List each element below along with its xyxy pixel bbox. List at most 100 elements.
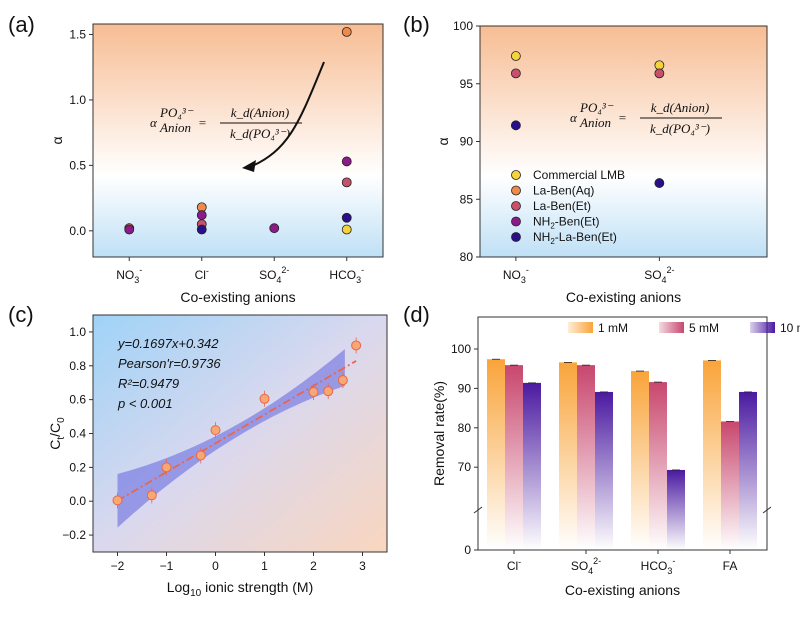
x-tick-label-b-sub: 3 bbox=[521, 275, 526, 285]
y-axis-label-a: α bbox=[49, 136, 65, 144]
bar-1-mM bbox=[487, 359, 505, 550]
y-tick-label-c: 0.4 bbox=[69, 427, 86, 441]
x-tick-label-d-base: HCO bbox=[641, 559, 668, 573]
y-tick-label-c: 0.0 bbox=[69, 494, 86, 508]
data-point-c bbox=[112, 495, 123, 506]
data-point-c bbox=[308, 387, 319, 398]
point-a-NH2-Ben(Et) bbox=[341, 156, 352, 167]
fit-stat-c: y=0.1697x+0.342 bbox=[117, 336, 219, 351]
legend-text: NH bbox=[533, 215, 550, 229]
point-a-NH2-Ben(Et) bbox=[124, 224, 135, 235]
panel-label-c: (c) bbox=[8, 302, 34, 327]
data-point-c bbox=[146, 490, 157, 501]
equation-b-sub: Anion bbox=[579, 115, 611, 130]
x-tick-label-d-sub: 3 bbox=[667, 566, 672, 576]
legend-text: -Ben(Et) bbox=[555, 215, 600, 229]
x-axis-label-c: Log10 ionic strength (M) bbox=[167, 579, 314, 599]
point-b-La-Ben(Et) bbox=[510, 68, 521, 79]
x-axis-label-d: Co-existing anions bbox=[565, 582, 680, 598]
point-a-La-Ben(Et) bbox=[341, 177, 352, 188]
x-axis-label-a: Co-existing anions bbox=[180, 289, 295, 305]
x-tick-label-d-base: FA bbox=[723, 559, 738, 573]
legend-marker-b bbox=[511, 201, 521, 211]
equation-a-denominator: k_d(PO₄³⁻) bbox=[230, 126, 290, 141]
x-tick-label-a-base: Cl bbox=[195, 268, 206, 282]
y-tick-label-b: 100 bbox=[453, 19, 473, 33]
point-b-NH2-La-Ben(Et) bbox=[654, 178, 665, 188]
x-tick-label-d-sup: 2- bbox=[593, 556, 601, 566]
x-tick-label-b: NO3- bbox=[503, 265, 529, 285]
x-tick-label-b-sub: 4 bbox=[662, 275, 667, 285]
equation-a-equals: = bbox=[198, 115, 207, 130]
x-tick-label-c: −1 bbox=[160, 559, 174, 573]
y-tick-label-b: 90 bbox=[460, 135, 474, 149]
x-tick-label-a-sup: 2- bbox=[281, 265, 289, 275]
x-tick-label-a-sub: 3 bbox=[356, 275, 361, 285]
x-tick-label-b: SO42- bbox=[644, 265, 674, 285]
fit-stat-c: Pearson'r=0.9736 bbox=[118, 356, 221, 371]
x-tick-label-a-sup: - bbox=[139, 265, 142, 275]
point-a-NH2-Ben(Et) bbox=[269, 223, 280, 234]
y-tick-label-a: 0.0 bbox=[69, 224, 86, 238]
panel-label-d: (d) bbox=[403, 302, 430, 327]
x-tick-label-d: Cl- bbox=[507, 557, 521, 573]
x-tick-label-d-base: SO bbox=[571, 559, 588, 573]
x-tick-label-a-sub: 3 bbox=[134, 275, 139, 285]
equation-b-sup: PO₄³⁻ bbox=[579, 100, 614, 115]
bar-10-mM bbox=[523, 382, 541, 550]
bar-10-mM bbox=[739, 391, 757, 550]
legend-swatch-d bbox=[568, 322, 593, 333]
point-a-Commercial LMB bbox=[341, 224, 352, 235]
y-tick-label-a: 1.0 bbox=[69, 93, 86, 107]
equation-b-numerator: k_d(Anion) bbox=[651, 100, 709, 115]
legend-marker-b bbox=[511, 170, 521, 180]
plot-area-a bbox=[92, 23, 384, 258]
x-tick-label-b-base: SO bbox=[644, 268, 661, 282]
legend-marker-b bbox=[511, 185, 521, 196]
y-tick-label-c: 0.6 bbox=[69, 393, 86, 407]
data-point-c bbox=[259, 393, 270, 404]
bar-1-mM bbox=[631, 371, 649, 550]
panel-label-a: (a) bbox=[8, 12, 35, 37]
x-axis-label-part: ionic strength (M) bbox=[201, 579, 313, 595]
x-tick-label-b-base: NO bbox=[503, 268, 521, 282]
legend-label-b: La-Ben(Et) bbox=[533, 199, 591, 213]
x-tick-label-d: HCO3- bbox=[641, 556, 676, 576]
bar-1-mM bbox=[703, 360, 721, 550]
x-tick-label-a: NO3- bbox=[116, 265, 142, 285]
data-point-c bbox=[323, 386, 334, 397]
bar-10-mM bbox=[595, 391, 613, 550]
bar-5-mM bbox=[577, 365, 595, 550]
x-tick-label-a: Cl- bbox=[195, 266, 209, 282]
x-tick-label-c: 2 bbox=[310, 559, 317, 573]
fit-stat-c: p < 0.001 bbox=[117, 396, 173, 411]
x-tick-label-a-base: HCO bbox=[329, 268, 356, 282]
y-tick-label-d: 70 bbox=[458, 460, 472, 474]
equation-b-alpha: α bbox=[570, 110, 578, 125]
plot-area-b bbox=[479, 25, 768, 258]
x-axis-label-b: Co-existing anions bbox=[566, 289, 681, 305]
x-tick-label-b-sup: - bbox=[526, 265, 529, 275]
x-axis-label-sub: 10 bbox=[190, 588, 202, 599]
bar-5-mM bbox=[649, 382, 667, 550]
x-axis-label-part: Log bbox=[167, 579, 190, 595]
legend-label-d: 10 mM bbox=[780, 321, 800, 335]
legend-swatch-d bbox=[659, 322, 684, 333]
y-tick-label-d: 80 bbox=[458, 421, 472, 435]
y-label-part: /C bbox=[47, 423, 63, 437]
y-tick-label-a: 0.5 bbox=[69, 158, 86, 172]
y-axis-label-c: Ct/C0 bbox=[47, 417, 67, 450]
y-axis-label-b: α bbox=[435, 137, 451, 145]
legend-swatch-d bbox=[750, 322, 775, 333]
x-tick-label-a: SO42- bbox=[259, 265, 289, 285]
point-b-Commercial LMB bbox=[510, 51, 521, 61]
equation-b-equals: = bbox=[618, 110, 627, 125]
legend-sub: 2 bbox=[550, 222, 555, 231]
point-b-La-Ben(Et) bbox=[654, 68, 665, 79]
legend-marker-b bbox=[511, 216, 521, 227]
point-a-NH2-La-Ben(Et) bbox=[341, 212, 352, 223]
x-tick-label-d: FA bbox=[723, 559, 738, 573]
y-label-part: C bbox=[47, 440, 63, 450]
data-point-c bbox=[351, 340, 362, 351]
